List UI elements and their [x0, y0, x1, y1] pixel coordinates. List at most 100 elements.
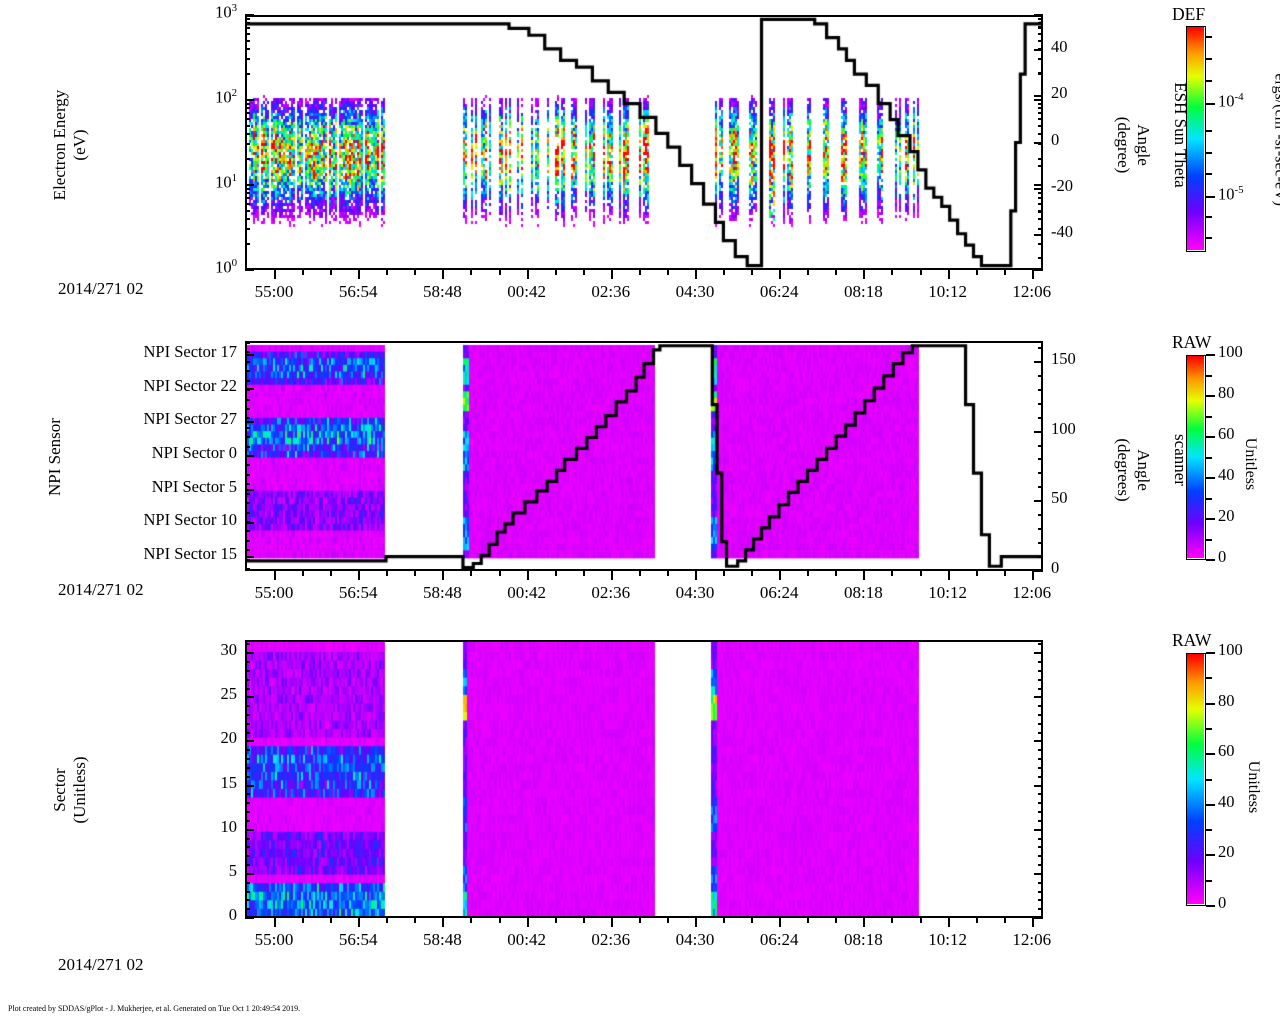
tick-label: 100 — [1051, 418, 1076, 438]
tick-mark — [835, 270, 838, 275]
tick-mark — [1206, 415, 1212, 418]
tick-mark — [975, 270, 978, 275]
plot-area-electron-energy[interactable] — [245, 15, 1043, 270]
tick-mark — [1206, 80, 1212, 83]
axis-label-line2: (Unitless) — [70, 756, 89, 824]
tick-label: 56:54 — [338, 282, 378, 301]
tick-mark — [245, 27, 250, 30]
tick-mark — [245, 520, 250, 523]
tick-mark — [245, 758, 250, 761]
colorbar-title-def: DEF — [1172, 4, 1206, 24]
tick-mark — [245, 556, 254, 558]
tick-mark — [1038, 705, 1043, 708]
tick-mark — [245, 819, 250, 822]
tick-mark — [610, 571, 613, 580]
tick-mark — [1038, 643, 1043, 646]
tick-mark — [1038, 486, 1043, 489]
right-axis-label-line2: Angle — [1134, 124, 1153, 166]
tick-mark — [1206, 173, 1212, 176]
tick-label: 50 — [1051, 488, 1068, 508]
tick-mark — [1038, 27, 1043, 30]
colorbar-title-raw-panel3: RAW — [1172, 630, 1212, 650]
tick-mark — [1038, 758, 1043, 761]
colorbar-unit-panel2: Unitless — [1242, 437, 1259, 491]
tick-mark — [1206, 456, 1212, 459]
axis-label-line2: (eV) — [70, 129, 89, 161]
tick-mark — [1206, 436, 1215, 438]
tick-label: 04:30 — [675, 282, 715, 301]
tick-mark — [330, 270, 333, 275]
tick-mark — [779, 270, 782, 279]
tick-label: -40 — [1051, 222, 1073, 242]
tick-label: 40 — [1218, 465, 1235, 484]
tick-mark — [245, 187, 250, 190]
tick-mark — [1038, 890, 1043, 893]
tick-mark — [1034, 184, 1043, 186]
tick-mark — [245, 502, 250, 505]
tick-mark — [779, 571, 782, 580]
tick-label: 20 — [1051, 83, 1068, 103]
tick-mark — [274, 270, 276, 279]
tick-mark — [1038, 22, 1043, 25]
tick-label: 100 — [1218, 640, 1243, 659]
tick-mark — [245, 549, 250, 552]
tick-mark — [1038, 740, 1043, 743]
tick-mark — [245, 117, 250, 120]
tick-mark — [1206, 497, 1212, 500]
figure-footer: Plot created by SDDAS/gPlot - J. Mukherj… — [8, 1004, 301, 1013]
tick-mark — [1038, 899, 1043, 902]
tick-mark — [1038, 444, 1043, 447]
tick-mark — [1038, 112, 1043, 115]
tick-mark — [1038, 528, 1043, 531]
plot-area-sector[interactable] — [245, 640, 1043, 918]
tick-mark — [1038, 164, 1043, 167]
tick-mark — [1038, 784, 1043, 787]
tick-label: NPI Sector 15 — [143, 544, 238, 563]
date-label-panel1: 2014/271 02 — [58, 279, 144, 298]
tick-mark — [807, 270, 810, 275]
tick-label: 58:48 — [423, 930, 462, 949]
tick-mark — [414, 270, 417, 275]
tick-mark — [245, 784, 250, 787]
tick-mark — [1038, 202, 1043, 205]
tick-mark — [245, 99, 254, 101]
tick-mark — [245, 464, 250, 467]
tick-mark — [245, 558, 250, 561]
tick-mark — [1206, 905, 1215, 907]
tick-mark — [1038, 102, 1043, 105]
tick-mark — [245, 749, 250, 752]
tick-mark — [245, 17, 250, 20]
tick-mark — [1206, 559, 1215, 561]
tick-label: 102 — [215, 87, 237, 107]
tick-label: 0 — [1051, 129, 1060, 149]
tick-mark — [245, 354, 254, 356]
tick-mark — [582, 918, 585, 923]
tick-mark — [666, 918, 669, 923]
tick-label: 55:00 — [254, 583, 294, 602]
tick-mark — [245, 132, 250, 135]
tick-label: 08:18 — [844, 282, 883, 301]
tick-label: NPI Sector 22 — [143, 375, 238, 395]
tick-mark — [470, 918, 473, 923]
tick-mark — [245, 740, 250, 743]
tick-mark — [891, 571, 894, 576]
tick-mark — [975, 918, 978, 923]
right-axis-label-line3: (degrees) — [1114, 438, 1133, 502]
right-axis-label-line2: Angle — [1134, 449, 1153, 491]
tick-mark — [779, 918, 782, 927]
tick-mark — [695, 270, 697, 279]
plot-area-npi-sensor[interactable] — [245, 341, 1043, 571]
tick-mark — [1038, 118, 1043, 121]
tick-mark — [245, 202, 250, 205]
tick-mark — [1038, 141, 1043, 144]
tick-label: 20 — [1218, 506, 1235, 525]
tick-label: 30 — [220, 640, 238, 660]
tick-mark — [666, 571, 669, 576]
tick-mark — [582, 270, 585, 275]
tick-label: 12:06 — [1012, 282, 1052, 301]
tick-mark — [1038, 430, 1043, 433]
tick-mark — [1038, 828, 1043, 831]
tick-mark — [1038, 211, 1043, 214]
tick-mark — [1038, 73, 1043, 76]
tick-label: 56:54 — [338, 583, 378, 602]
